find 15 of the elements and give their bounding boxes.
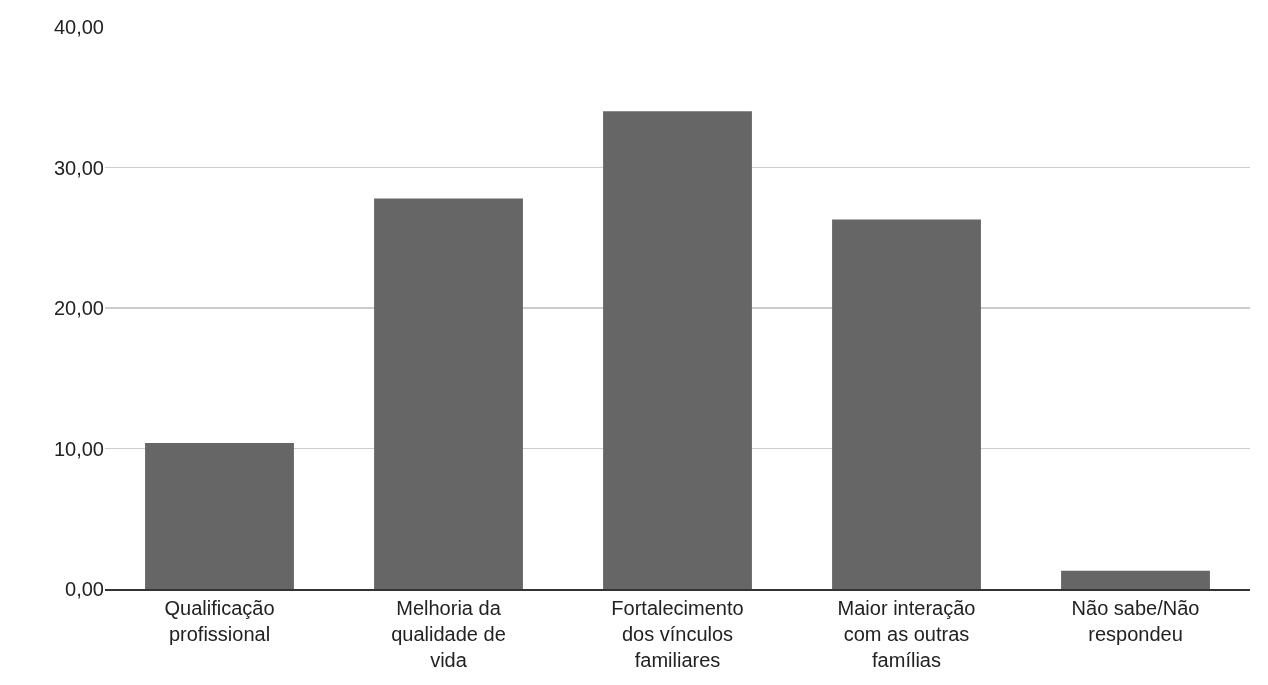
- bar: [832, 219, 981, 589]
- y-tick-label: 40,00: [53, 16, 104, 38]
- x-tick-label: Maior interação com as outras famílias: [837, 596, 976, 671]
- y-tick-label: 0,00: [65, 578, 104, 600]
- y-tick-label: 10,00: [53, 437, 104, 460]
- x-tick-label: Não sabe/Não respondeu: [1071, 596, 1200, 645]
- y-tick-label: 20,00: [53, 297, 104, 319]
- bar: [1061, 570, 1210, 589]
- bar: [145, 442, 294, 589]
- x-tick-label: Qualificação profissional: [164, 596, 275, 645]
- bar: [374, 198, 523, 589]
- x-tick-label: Fortalecimento dos vínculos familiares: [611, 596, 744, 671]
- y-tick-label: 30,00: [53, 156, 104, 179]
- bar: [603, 111, 752, 589]
- x-tick-label: Melhoria da qualidade de vida: [391, 596, 506, 671]
